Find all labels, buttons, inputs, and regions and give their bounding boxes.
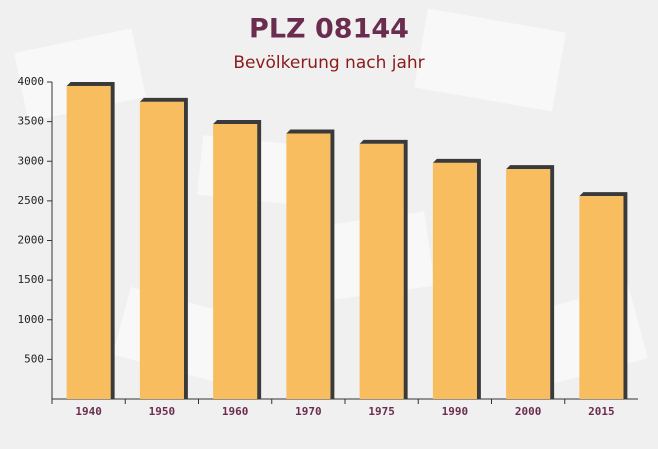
y-tick-label: 3500 bbox=[18, 115, 45, 128]
y-tick-label: 500 bbox=[24, 352, 44, 365]
x-tick-label: 1990 bbox=[442, 405, 469, 418]
y-tick-label: 3000 bbox=[18, 154, 45, 167]
bar bbox=[139, 101, 184, 399]
y-tick-label: 1500 bbox=[18, 273, 45, 286]
y-tick-label: 2000 bbox=[18, 234, 45, 247]
bar bbox=[579, 196, 624, 399]
x-tick-label: 1940 bbox=[75, 405, 102, 418]
x-tick-label: 1960 bbox=[222, 405, 249, 418]
x-tick-label: 1950 bbox=[149, 405, 176, 418]
x-tick-label: 1975 bbox=[368, 405, 395, 418]
x-tick-label: 1970 bbox=[295, 405, 322, 418]
bar bbox=[359, 143, 404, 399]
x-tick-label: 2015 bbox=[588, 405, 615, 418]
y-tick-label: 1000 bbox=[18, 313, 45, 326]
x-tick-label: 2000 bbox=[515, 405, 542, 418]
bar bbox=[286, 133, 331, 399]
bar bbox=[432, 162, 477, 399]
bar bbox=[66, 85, 111, 400]
y-tick-label: 4000 bbox=[18, 75, 45, 88]
bar bbox=[213, 124, 258, 399]
bar bbox=[506, 169, 551, 399]
y-tick-label: 2500 bbox=[18, 194, 45, 207]
chart-subtitle: Bevölkerung nach jahr bbox=[233, 53, 424, 73]
chart-title: PLZ 08144 bbox=[249, 14, 409, 45]
